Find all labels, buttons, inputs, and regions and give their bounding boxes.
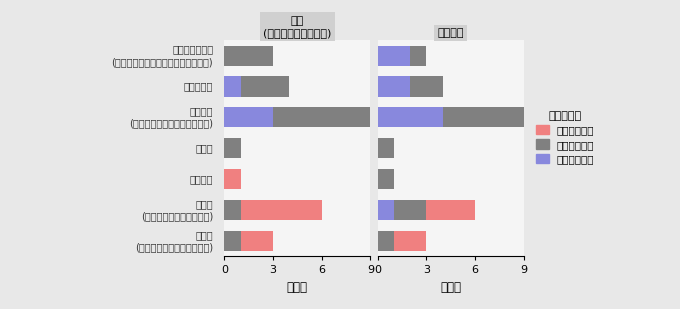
Bar: [224, 46, 273, 66]
Text: ネズミ目
(ネズミ・モモンガ・ヤマネ等): ネズミ目 (ネズミ・モモンガ・ヤマネ等): [129, 106, 214, 129]
X-axis label: 属の数: 属の数: [287, 281, 308, 294]
Bar: [377, 169, 394, 189]
Bar: [394, 200, 426, 220]
X-axis label: 属の数: 属の数: [440, 281, 461, 294]
Text: ネコ目
(クマ・イタチ・タヌキ等): ネコ目 (クマ・イタチ・タヌキ等): [141, 199, 214, 221]
Bar: [410, 77, 443, 97]
Text: ウサギ目: ウサギ目: [190, 174, 214, 184]
Bar: [377, 46, 410, 66]
Text: コウモリ目: コウモリ目: [184, 82, 214, 91]
Bar: [426, 200, 475, 220]
Legend: 正の影響あり, 影響は不明瞭, 負の影響あり: 正の影響あり, 影響は不明瞭, 負の影響あり: [536, 111, 594, 164]
Bar: [241, 200, 322, 220]
Text: サル目: サル目: [196, 143, 214, 153]
Bar: [273, 108, 371, 128]
Bar: [377, 231, 394, 251]
Bar: [224, 138, 241, 158]
Bar: [443, 108, 524, 128]
Bar: [241, 231, 273, 251]
Bar: [377, 138, 394, 158]
Bar: [377, 200, 394, 220]
Bar: [394, 231, 426, 251]
Text: ウシ目
(シカ・イノシシ・カモシカ): ウシ目 (シカ・イノシシ・カモシカ): [135, 230, 214, 252]
Bar: [377, 108, 443, 128]
Title: 古嬢時代: 古嬢時代: [437, 28, 464, 38]
Bar: [224, 77, 241, 97]
Bar: [410, 46, 426, 66]
Bar: [224, 231, 241, 251]
Bar: [241, 77, 289, 97]
Bar: [224, 200, 241, 220]
Text: トガリネズミ目
(トガリネズミ・モグラ・ジネズミ等): トガリネズミ目 (トガリネズミ・モグラ・ジネズミ等): [112, 44, 214, 67]
Title: 近世
(安土桃山・江戸時代): 近世 (安土桃山・江戸時代): [263, 15, 332, 38]
Bar: [377, 77, 410, 97]
Bar: [224, 108, 273, 128]
Bar: [224, 169, 241, 189]
